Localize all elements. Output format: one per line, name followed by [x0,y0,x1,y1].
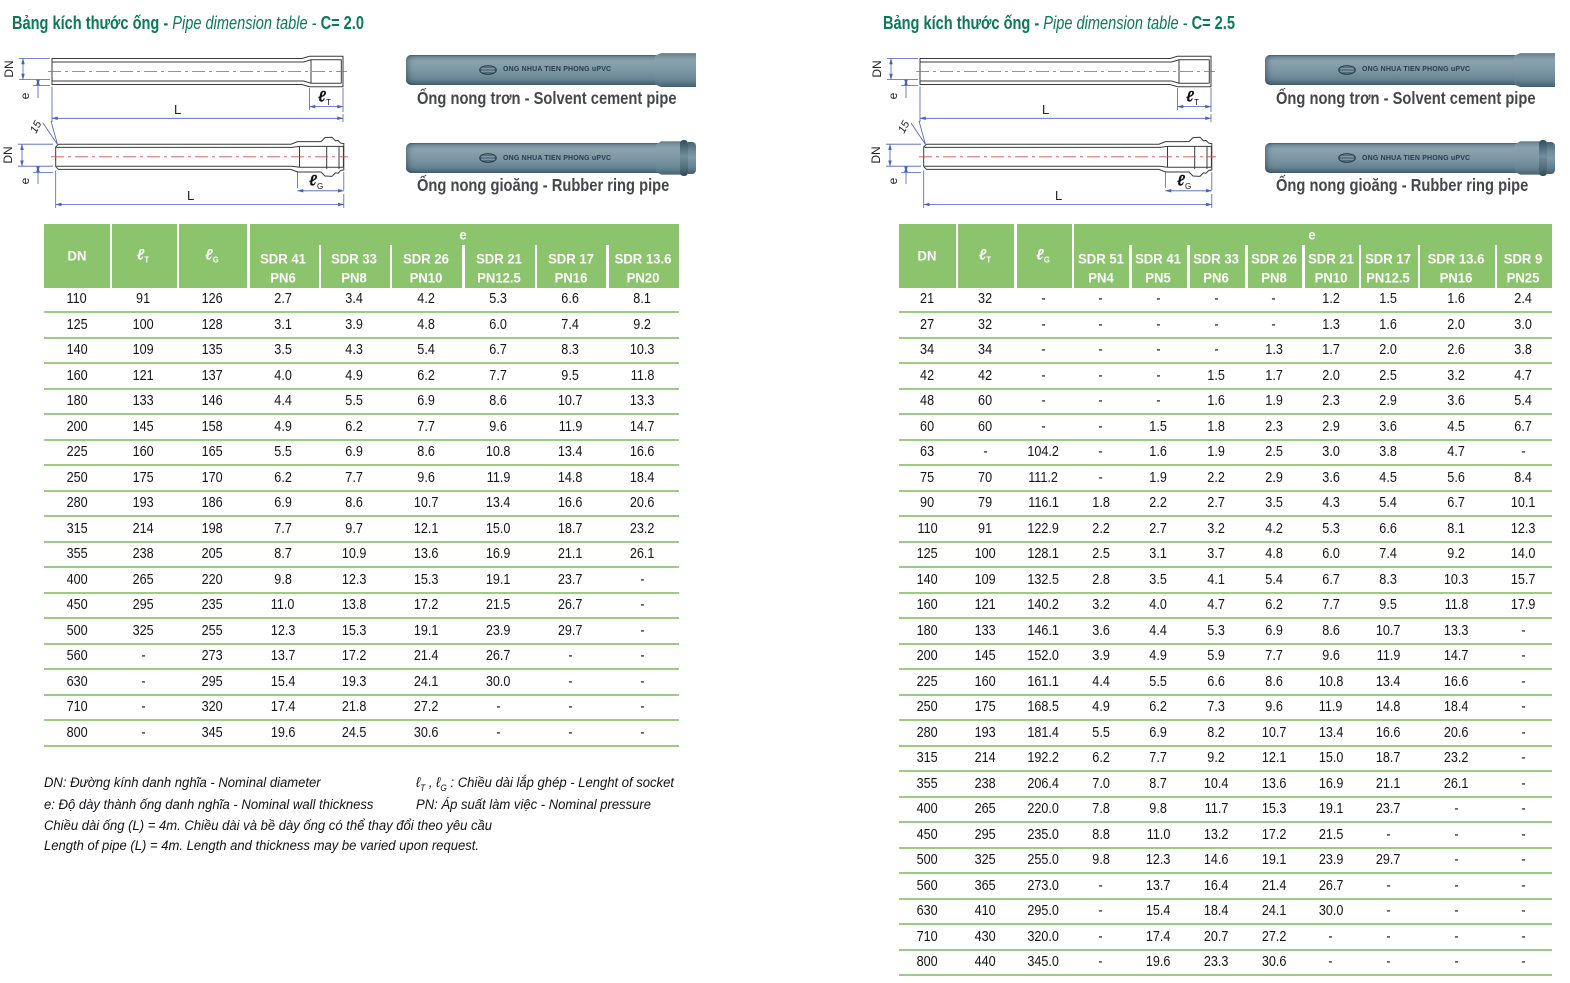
svg-text:DN: DN [870,60,884,77]
svg-text:e: e [18,177,32,184]
svg-text:ℓ: ℓ [1177,173,1186,190]
svg-text:DN: DN [1,146,15,163]
svg-text:e: e [18,92,32,99]
svg-text:G: G [317,182,323,191]
svg-text:T: T [326,98,331,107]
svg-text:G: G [1185,182,1191,191]
svg-text:ℓ: ℓ [318,89,327,106]
svg-text:L: L [1055,188,1062,203]
svg-text:15: 15 [28,118,45,135]
svg-text:L: L [174,102,181,117]
svg-text:ℓ: ℓ [309,173,318,190]
svg-text:DN: DN [2,60,16,77]
svg-text:L: L [1042,102,1049,117]
svg-text:T: T [1194,98,1199,107]
svg-text:L: L [187,188,194,203]
svg-text:DN: DN [869,146,883,163]
svg-text:e: e [886,177,900,184]
svg-text:e: e [886,92,900,99]
svg-text:ℓ: ℓ [1186,89,1195,106]
svg-text:15: 15 [896,118,913,135]
